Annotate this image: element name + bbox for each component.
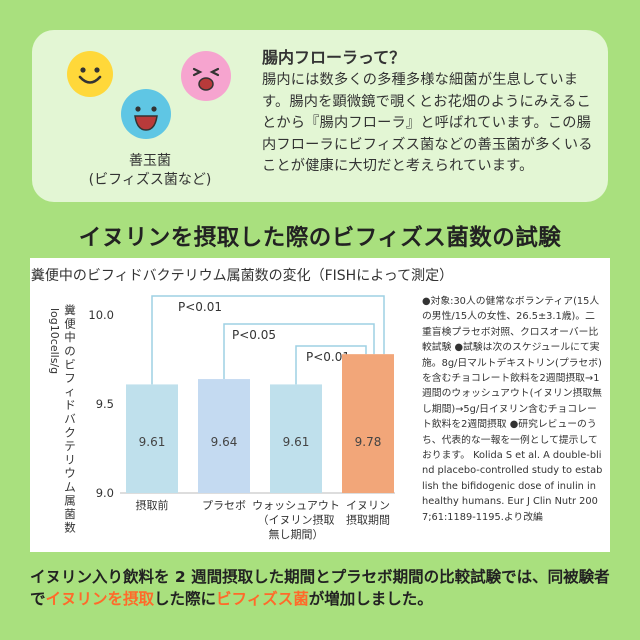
bar-chart: 糞便中のビフィドバクテリウム属菌数の変化（FISHによって測定） 糞便中のビフィ… (31, 267, 453, 541)
y-tick-label: 10.0 (88, 308, 114, 322)
x-category-label: イヌリン摂取期間 (346, 499, 390, 527)
yellow-smiley-icon (66, 50, 114, 98)
y-axis-unit-text: log10cells/g (48, 308, 61, 374)
y-axis-unit: log10cells/g (48, 308, 61, 374)
good-bacteria-label-line1: 善玉菌 (129, 153, 171, 169)
bar-value-label: 9.61 (139, 435, 166, 449)
good-bacteria-label: 善玉菌 (ビフィズス菌など) (60, 152, 240, 190)
bar-value-label: 9.64 (211, 435, 238, 449)
bar (126, 384, 178, 493)
significance-bracket (295, 345, 367, 385)
info-title: 腸内フローラって？ (262, 48, 406, 67)
significance-label: P<0.05 (232, 328, 276, 342)
good-bacteria-label-line2: (ビフィズス菌など) (88, 172, 212, 188)
conclusion-part3: が増加しました。 (308, 590, 433, 608)
x-axis-labels: 摂取前 プラセボ ウォッシュアウト（イヌリン摂取無し期間）イヌリン摂取期間 (136, 498, 391, 541)
main-title: イヌリンを摂取した際のビフィズス菌数の試験 (78, 225, 562, 251)
conclusion-text: イヌリン入り飲料を 2 週間摂取した期間とプラセボ期間の比較試験では、同被験者で… (30, 566, 620, 610)
study-note: ●対象:30人の健常なボランティア(15人の男性/15人の女性、26.5±3.1… (422, 296, 603, 523)
significance-bracket (151, 295, 385, 385)
chart-card: 糞便中のビフィドバクテリウム属菌数の変化（FISHによって測定） 糞便中のビフィ… (30, 258, 610, 552)
blue-smiley-icon (120, 88, 172, 140)
info-body: 腸内には数多くの多種多様な細菌が生息しています。腸内を顕微鏡で覗くとお花畑のよう… (262, 72, 593, 174)
significance-bracket (223, 323, 375, 380)
chart-title: 糞便中のビフィドバクテリウム属菌数の変化（FISHによって測定） (31, 267, 453, 284)
bar-value-label: 9.78 (355, 435, 382, 449)
x-category-label: プラセボ (202, 499, 246, 512)
significance-brackets: P<0.01 P<0.05 P<0.01 (151, 295, 385, 385)
x-category-label: 摂取前 (136, 498, 169, 512)
y-tick-label: 9.5 (96, 397, 114, 411)
y-axis-label-text: 糞便中のビフィドバクテリウム属菌数 (64, 303, 76, 535)
conclusion-highlight-inulin: イヌリンを摂取 (45, 590, 155, 608)
significance-label: P<0.01 (306, 350, 350, 364)
y-tick-label: 9.0 (96, 486, 114, 500)
x-category-label: ウォッシュアウト（イヌリン摂取無し期間） (252, 499, 340, 541)
bar (198, 379, 250, 493)
conclusion-part2: した際に (154, 590, 217, 608)
conclusion-part1: イヌリン入り飲料を 2 週間摂取した期間とプラセボ期間の比較試験では、同被験者で (30, 568, 610, 608)
bars: 9.61 9.64 9.61 9.78 (126, 354, 394, 493)
bar (270, 384, 322, 493)
bar-value-label: 9.61 (283, 435, 310, 449)
y-axis-label: 糞便中のビフィドバクテリウム属菌数 (64, 303, 76, 535)
significance-label: P<0.01 (178, 300, 222, 314)
bar (342, 354, 394, 493)
conclusion-highlight-bifidobacteria: ビフィズス菌 (216, 590, 309, 608)
pink-smiley-icon (180, 50, 232, 102)
